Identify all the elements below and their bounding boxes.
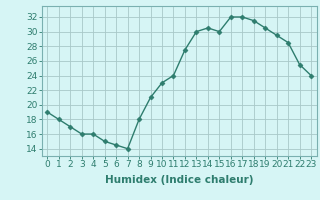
X-axis label: Humidex (Indice chaleur): Humidex (Indice chaleur)	[105, 175, 253, 185]
